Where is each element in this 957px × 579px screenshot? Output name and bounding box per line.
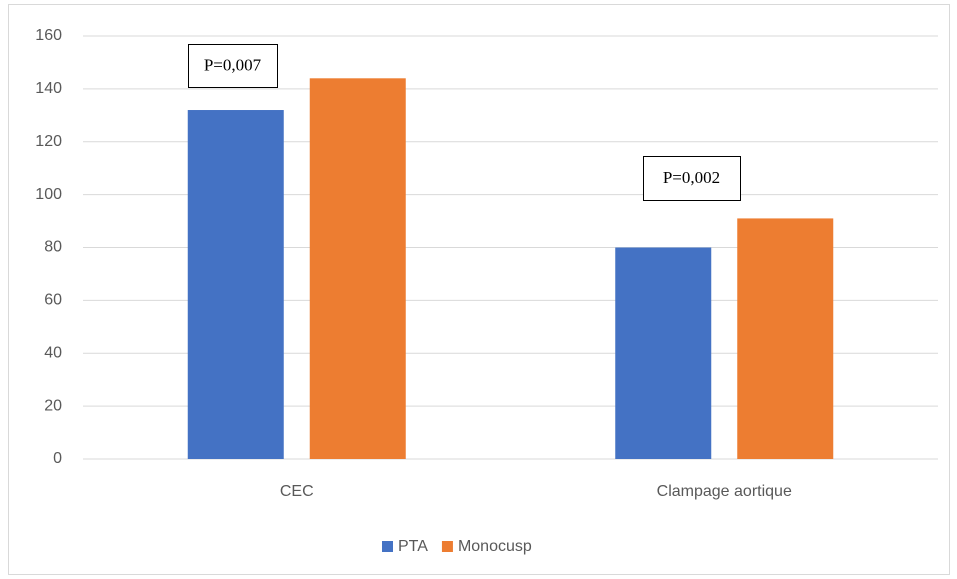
annotation: P=0,002 — [663, 168, 720, 187]
legend-label: Monocusp — [458, 538, 532, 555]
y-tick-label: 140 — [35, 80, 62, 97]
bar — [309, 78, 406, 460]
y-tick-label: 80 — [44, 239, 62, 256]
legend-swatch — [382, 541, 393, 552]
y-tick-label: 0 — [53, 450, 62, 467]
x-tick-label: Clampage aortique — [657, 483, 792, 500]
annotation-box — [188, 44, 278, 88]
y-tick-label: 100 — [35, 186, 62, 203]
annotation-box — [643, 156, 741, 201]
bar — [187, 110, 284, 460]
y-tick-label: 20 — [44, 397, 62, 414]
y-tick-label: 40 — [44, 344, 62, 361]
bar — [737, 218, 834, 459]
y-tick-label: 160 — [35, 27, 62, 44]
legend-label: PTA — [398, 538, 428, 555]
x-tick-label: CEC — [280, 483, 314, 500]
legend-swatch — [441, 541, 453, 552]
bar — [615, 247, 712, 459]
annotation: P=0,007 — [204, 55, 262, 74]
y-tick-label: 120 — [35, 133, 62, 150]
y-tick-label: 60 — [44, 292, 62, 309]
